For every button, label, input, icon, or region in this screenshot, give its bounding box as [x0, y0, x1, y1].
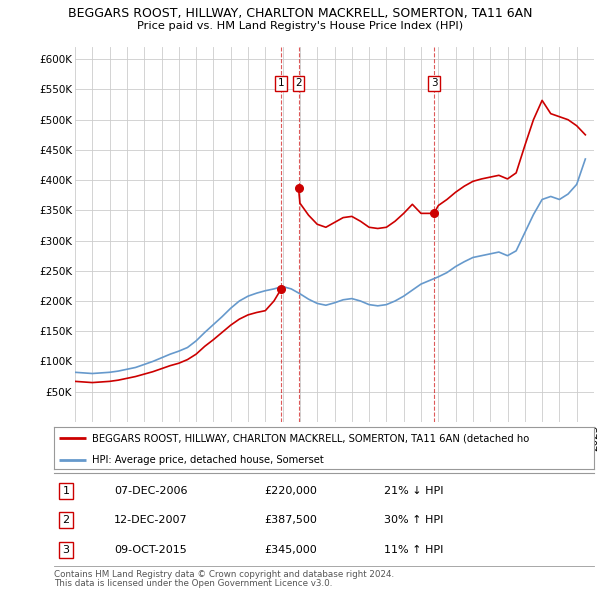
- Text: £345,000: £345,000: [264, 545, 317, 555]
- Text: £220,000: £220,000: [264, 486, 317, 496]
- Text: 1: 1: [278, 78, 284, 88]
- Text: BEGGARS ROOST, HILLWAY, CHARLTON MACKRELL, SOMERTON, TA11 6AN (detached ho: BEGGARS ROOST, HILLWAY, CHARLTON MACKREL…: [92, 434, 529, 444]
- Text: £387,500: £387,500: [264, 516, 317, 525]
- Text: 1: 1: [62, 486, 70, 496]
- Text: 2: 2: [295, 78, 302, 88]
- Text: HPI: Average price, detached house, Somerset: HPI: Average price, detached house, Some…: [92, 455, 323, 465]
- Text: BEGGARS ROOST, HILLWAY, CHARLTON MACKRELL, SOMERTON, TA11 6AN: BEGGARS ROOST, HILLWAY, CHARLTON MACKREL…: [68, 7, 532, 20]
- Text: 11% ↑ HPI: 11% ↑ HPI: [384, 545, 443, 555]
- Text: 21% ↓ HPI: 21% ↓ HPI: [384, 486, 443, 496]
- Text: 09-OCT-2015: 09-OCT-2015: [114, 545, 187, 555]
- Text: 3: 3: [62, 545, 70, 555]
- Text: 3: 3: [431, 78, 437, 88]
- Text: 30% ↑ HPI: 30% ↑ HPI: [384, 516, 443, 525]
- Text: 12-DEC-2007: 12-DEC-2007: [114, 516, 188, 525]
- Text: This data is licensed under the Open Government Licence v3.0.: This data is licensed under the Open Gov…: [54, 579, 332, 588]
- Text: Price paid vs. HM Land Registry's House Price Index (HPI): Price paid vs. HM Land Registry's House …: [137, 21, 463, 31]
- Text: 2: 2: [62, 516, 70, 525]
- Text: Contains HM Land Registry data © Crown copyright and database right 2024.: Contains HM Land Registry data © Crown c…: [54, 570, 394, 579]
- Text: 07-DEC-2006: 07-DEC-2006: [114, 486, 187, 496]
